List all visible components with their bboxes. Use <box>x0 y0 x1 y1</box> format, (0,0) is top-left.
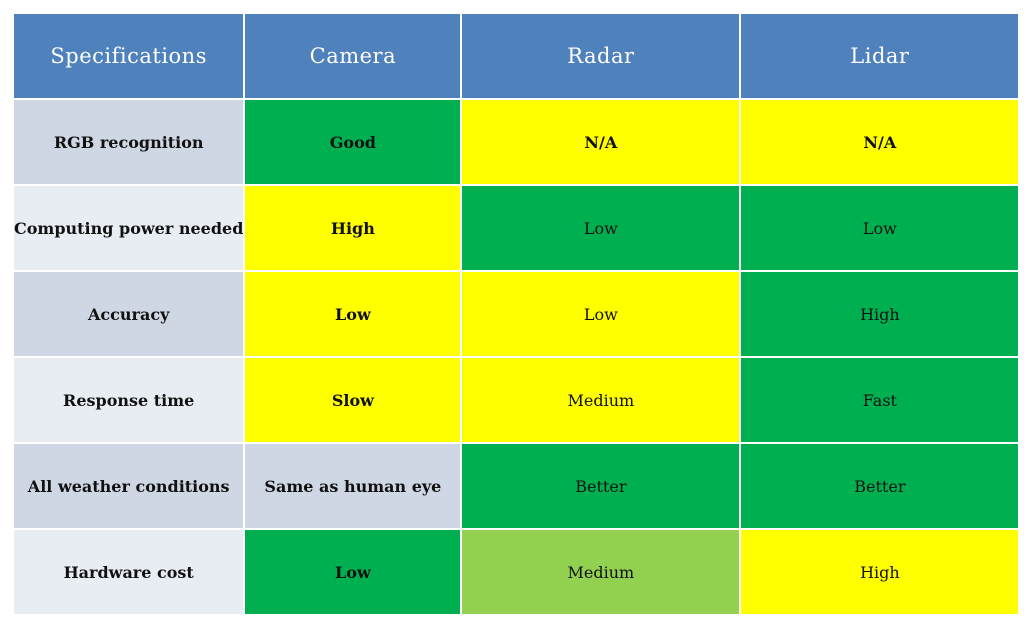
row-label: Response time <box>11 356 246 444</box>
comparison-table: Specifications Camera Radar Lidar RGB re… <box>11 12 1021 616</box>
radar-cell: Better <box>460 442 742 530</box>
radar-cell: N/A <box>460 98 742 186</box>
header-lidar: Lidar <box>739 12 1021 100</box>
radar-cell: Medium <box>460 356 742 444</box>
header-radar: Radar <box>460 12 742 100</box>
lidar-cell: Fast <box>739 356 1021 444</box>
radar-cell: Medium <box>460 528 742 616</box>
lidar-cell: High <box>739 270 1021 358</box>
table-header: Specifications Camera Radar Lidar <box>11 12 1021 100</box>
row-label: Computing power needed <box>11 184 246 272</box>
camera-cell: Low <box>243 528 463 616</box>
table-row: Hardware cost Low Medium High <box>11 528 1021 616</box>
lidar-cell: Low <box>739 184 1021 272</box>
table-body: RGB recognition Good N/A N/A Computing p… <box>11 98 1021 616</box>
header-row: Specifications Camera Radar Lidar <box>11 12 1021 100</box>
row-label: Hardware cost <box>11 528 246 616</box>
camera-cell: Low <box>243 270 463 358</box>
radar-cell: Low <box>460 270 742 358</box>
table-row: Response time Slow Medium Fast <box>11 356 1021 444</box>
lidar-cell: N/A <box>739 98 1021 186</box>
camera-cell: Slow <box>243 356 463 444</box>
row-label: RGB recognition <box>11 98 246 186</box>
camera-cell: High <box>243 184 463 272</box>
table-row: Computing power needed High Low Low <box>11 184 1021 272</box>
lidar-cell: High <box>739 528 1021 616</box>
camera-cell: Good <box>243 98 463 186</box>
table-row: RGB recognition Good N/A N/A <box>11 98 1021 186</box>
header-specifications: Specifications <box>11 12 246 100</box>
row-label: Accuracy <box>11 270 246 358</box>
table-row: All weather conditions Same as human eye… <box>11 442 1021 530</box>
lidar-cell: Better <box>739 442 1021 530</box>
camera-cell: Same as human eye <box>243 442 463 530</box>
header-camera: Camera <box>243 12 463 100</box>
table-row: Accuracy Low Low High <box>11 270 1021 358</box>
radar-cell: Low <box>460 184 742 272</box>
row-label: All weather conditions <box>11 442 246 530</box>
